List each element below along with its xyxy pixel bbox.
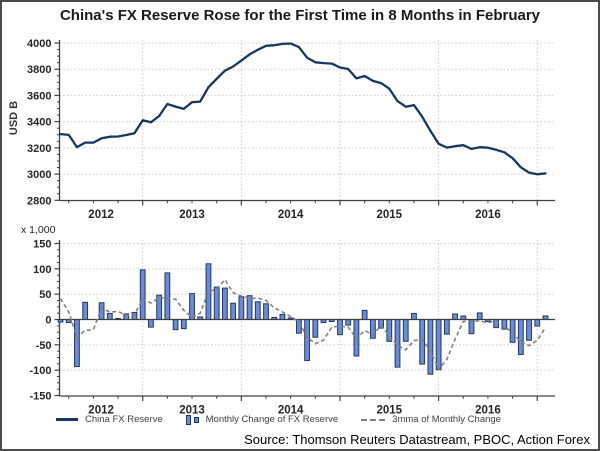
gray-dashed-swatch-icon (361, 418, 386, 421)
svg-text:2800: 2800 (27, 195, 51, 207)
svg-text:2013: 2013 (179, 209, 205, 221)
svg-text:2016: 2016 (475, 405, 501, 417)
navy-line-swatch-icon (56, 418, 78, 421)
svg-text:0: 0 (45, 315, 51, 327)
svg-text:2015: 2015 (377, 405, 403, 417)
source-credit: Source: Thomson Reuters Datastream, PBOC… (244, 432, 590, 447)
svg-text:3400: 3400 (27, 117, 51, 129)
svg-text:100: 100 (33, 264, 51, 276)
svg-text:3800: 3800 (27, 64, 51, 76)
legend-label: Monthly Change of FX Reserve (205, 414, 339, 425)
svg-text:150: 150 (33, 239, 51, 251)
svg-text:50: 50 (39, 289, 51, 301)
svg-text:2013: 2013 (179, 405, 205, 417)
svg-text:2016: 2016 (475, 209, 501, 221)
svg-text:2014: 2014 (278, 405, 304, 417)
svg-text:2012: 2012 (88, 209, 114, 221)
legend-item-3mma: 3mma of Monthly Change (361, 414, 501, 425)
svg-text:-150: -150 (29, 390, 51, 402)
svg-text:3200: 3200 (27, 143, 51, 155)
scale-label-x1000: x 1,000 (21, 224, 56, 236)
legend-label: China FX Reserve (85, 414, 163, 425)
legend-item-monthly-change: Monthly Change of FX Reserve (185, 414, 339, 425)
svg-text:-100: -100 (29, 365, 51, 377)
svg-text:4000: 4000 (27, 38, 51, 50)
blue-bars-swatch-icon (185, 414, 199, 425)
svg-text:2015: 2015 (377, 209, 403, 221)
svg-text:3000: 3000 (27, 169, 51, 181)
legend-label: 3mma of Monthly Change (392, 414, 501, 425)
svg-text:2014: 2014 (278, 209, 304, 221)
chart-title: China's FX Reserve Rose for the First Ti… (59, 7, 541, 24)
legend: China FX Reserve Monthly Change of FX Re… (56, 414, 501, 425)
svg-text:2012: 2012 (88, 405, 114, 417)
svg-text:-50: -50 (36, 340, 52, 352)
svg-text:3600: 3600 (27, 90, 51, 102)
legend-item-reserve: China FX Reserve (56, 414, 163, 425)
